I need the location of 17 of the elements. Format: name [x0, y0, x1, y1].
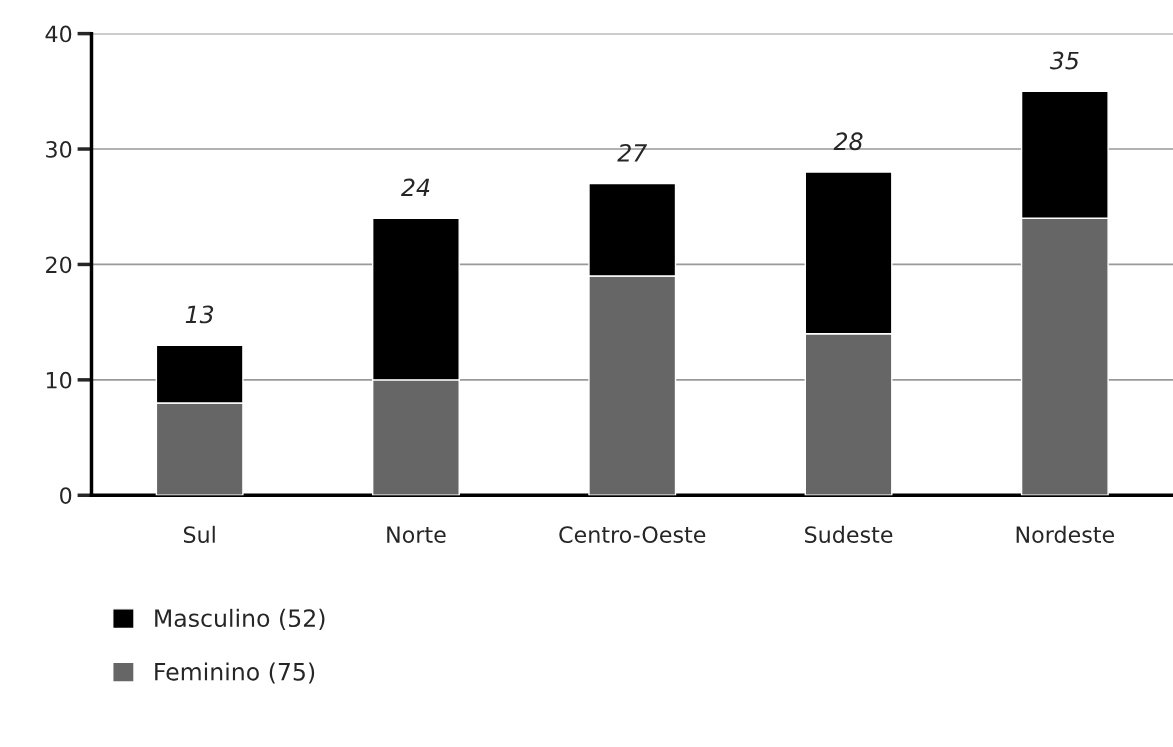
total-label: 13 — [185, 305, 214, 324]
legend-label: Masculino (52) — [155, 608, 325, 630]
x-tick-label: Centro-Oeste — [559, 526, 706, 544]
total-label: 35 — [1049, 51, 1079, 70]
y-tick-label: 20 — [46, 256, 72, 274]
y-tick-label: 10 — [46, 371, 72, 389]
y-tick-label: 30 — [46, 140, 72, 158]
x-tick-label: Nordeste — [1016, 525, 1115, 544]
total-label: 27 — [617, 143, 648, 162]
y-tick-label: 40 — [45, 25, 72, 43]
x-tick-label: Sul — [183, 525, 215, 544]
x-tick-label: Sudeste — [805, 525, 893, 544]
x-tick-label: Norte — [387, 526, 446, 544]
y-tick-label: 0 — [60, 487, 72, 505]
total-label: 28 — [833, 132, 863, 151]
legend-label: Feminino (75) — [155, 662, 315, 684]
total-label: 24 — [401, 178, 430, 197]
